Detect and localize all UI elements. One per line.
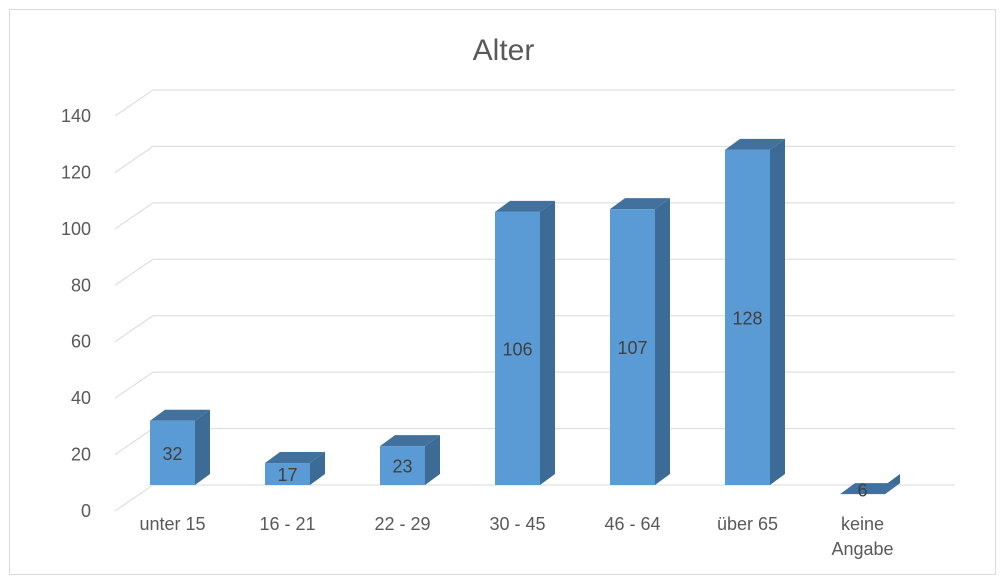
bar xyxy=(380,446,425,485)
data-label: 128 xyxy=(732,308,762,328)
gridline-side xyxy=(114,484,154,512)
gridline-side xyxy=(114,315,154,343)
gridline-side xyxy=(114,371,154,399)
bar-side xyxy=(425,435,440,485)
bar-side xyxy=(310,452,325,485)
y-tick-label: 20 xyxy=(71,445,91,465)
y-tick-label: 0 xyxy=(81,501,91,521)
bar xyxy=(725,149,770,485)
y-tick-label: 120 xyxy=(61,162,91,182)
bar-top xyxy=(840,483,900,495)
y-tick-label: 60 xyxy=(71,332,91,352)
y-tick-label: 40 xyxy=(71,388,91,408)
bar-top xyxy=(725,138,785,150)
bar xyxy=(610,209,655,485)
data-label: 106 xyxy=(502,339,532,359)
bar xyxy=(495,211,540,485)
gridline-side xyxy=(114,202,154,230)
bar-top xyxy=(150,409,210,421)
gridline-side xyxy=(114,428,154,455)
data-label: 17 xyxy=(277,465,297,485)
x-tick-label: 30 - 45 xyxy=(489,514,545,534)
x-tick-label: 16 - 21 xyxy=(259,514,315,534)
bar xyxy=(265,463,310,485)
bar-top xyxy=(610,198,670,210)
bar xyxy=(150,420,195,485)
chart-title: Alter xyxy=(472,34,535,67)
bar-top xyxy=(380,435,440,447)
y-tick-label: 100 xyxy=(61,219,91,239)
bar-top xyxy=(265,452,325,464)
x-tick-label: keine xyxy=(841,514,884,534)
gridline-side xyxy=(114,146,154,173)
data-label: 32 xyxy=(162,444,182,464)
bar-side xyxy=(540,200,555,485)
bar-top xyxy=(495,200,555,212)
x-tick-label: 46 - 64 xyxy=(604,514,660,534)
y-tick-label: 140 xyxy=(61,106,91,126)
x-tick-label: unter 15 xyxy=(139,514,205,534)
bar-side xyxy=(195,409,210,485)
x-tick-label: 22 - 29 xyxy=(374,514,430,534)
gridline-side xyxy=(114,258,154,286)
gridline-side xyxy=(114,89,154,117)
data-label: 6 xyxy=(857,481,867,501)
y-tick-label: 80 xyxy=(71,275,91,295)
bar-side xyxy=(655,198,670,485)
data-label: 107 xyxy=(617,338,647,358)
data-label: 23 xyxy=(392,457,412,477)
bar-side xyxy=(770,138,785,485)
x-tick-label: Angabe xyxy=(831,539,893,559)
x-tick-label: über 65 xyxy=(717,514,778,534)
